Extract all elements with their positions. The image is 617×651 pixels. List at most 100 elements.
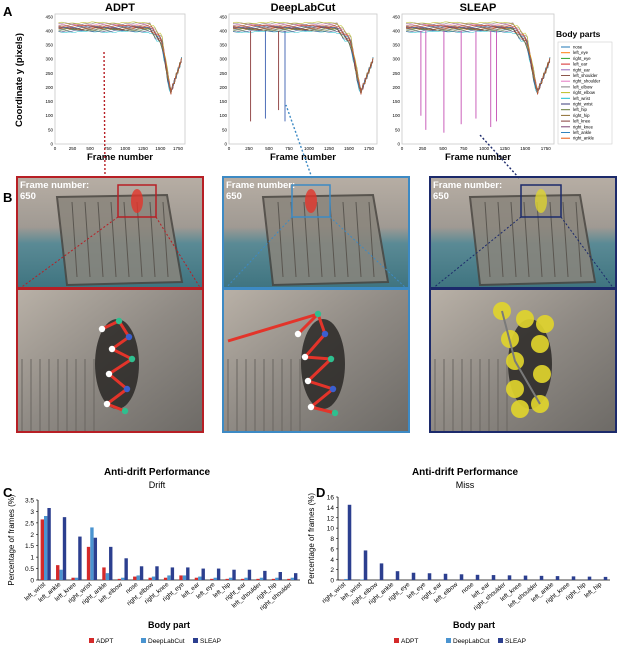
bar-deeplabcut-right_wrist bbox=[344, 578, 348, 580]
bar-sleap-nose bbox=[475, 574, 480, 580]
trace-left_knee bbox=[232, 27, 374, 90]
y-tick-label: 8 bbox=[330, 536, 334, 543]
legend-item-right_ankle: right_ankle bbox=[573, 136, 595, 141]
frame-number-label: Frame number: bbox=[433, 180, 502, 191]
y-tick-label: 0.5 bbox=[25, 566, 34, 573]
y-tick-label: 0 bbox=[50, 142, 53, 147]
y-tick-label: 1 bbox=[30, 555, 34, 562]
bar-adpt-right_elbow bbox=[148, 577, 152, 580]
legend-item-left_hip: left_hip bbox=[573, 107, 587, 112]
region-box bbox=[520, 184, 562, 218]
legend-item-nose: nose bbox=[573, 45, 583, 50]
bar-deeplabcut-right_ankle bbox=[105, 573, 110, 580]
y-tick-label: 14 bbox=[327, 505, 335, 512]
x-tick-label: 1250 bbox=[500, 146, 511, 151]
cage-bar bbox=[523, 201, 530, 278]
bar-sleap-right_elbow bbox=[155, 566, 159, 580]
detected-animal bbox=[535, 189, 547, 213]
cage-bar bbox=[316, 201, 323, 278]
bar-adpt-right_knee bbox=[163, 577, 168, 580]
cage-bar bbox=[549, 201, 556, 278]
x-tick-label: 250 bbox=[419, 146, 427, 151]
pose-drift-line bbox=[227, 312, 319, 343]
region-box bbox=[117, 184, 157, 218]
bar-sleap-left_wrist bbox=[363, 550, 368, 580]
zoom-image-2 bbox=[222, 288, 410, 433]
legend-item-right_elbow: right_elbow bbox=[573, 90, 596, 95]
y-tick-label: 250 bbox=[219, 71, 227, 76]
x-tick-label: 1500 bbox=[520, 146, 531, 151]
frame-number-value: 650 bbox=[433, 191, 449, 202]
y-tick-label: 50 bbox=[395, 127, 401, 132]
trace-right_elbow bbox=[232, 21, 374, 92]
zoom-border bbox=[222, 288, 410, 433]
keypoint bbox=[115, 317, 123, 325]
detected-animal bbox=[305, 189, 317, 213]
trace-right_ankle bbox=[232, 24, 374, 95]
y-tick-label: 50 bbox=[222, 127, 228, 132]
panel-letter-a: A bbox=[3, 4, 13, 19]
bar-sleap-left_eye bbox=[216, 568, 221, 580]
x-tick-label: 1250 bbox=[138, 146, 149, 151]
bar-sleap-right_eye bbox=[411, 572, 416, 580]
bar-sleap-left_knee bbox=[523, 575, 528, 580]
bar-sleap-right_knee bbox=[571, 576, 576, 580]
x-tick-label: 750 bbox=[104, 146, 112, 151]
trajectory-title: ADPT bbox=[105, 2, 135, 14]
x-tick-label: 1000 bbox=[304, 146, 315, 151]
trajectory-plot-1: ADPT 0 250 500 750 1000 1250 1500 1750 0 50 100 150 2… bbox=[45, 2, 186, 163]
trace-left_hip bbox=[58, 28, 182, 93]
x-axis-label: Body part bbox=[453, 620, 495, 630]
keypoint bbox=[103, 400, 111, 408]
bar-deeplabcut-nose bbox=[136, 575, 140, 580]
y-tick-label: 350 bbox=[392, 43, 400, 48]
trajectory-title: DeepLabCut bbox=[271, 2, 336, 14]
keypoint bbox=[516, 310, 534, 328]
bar-deeplabcut-left_wrist bbox=[44, 516, 48, 580]
bar-sleap-right_shoulder bbox=[507, 575, 512, 580]
y-tick-label: 0 bbox=[224, 142, 227, 147]
keypoint bbox=[511, 400, 529, 418]
bar-sleap-left_hip bbox=[603, 576, 608, 580]
y-tick-label: 2.5 bbox=[25, 520, 34, 527]
zoom-image-1 bbox=[16, 288, 204, 433]
chart-title: Anti-drift Performance bbox=[104, 467, 211, 478]
x-tick-label: 0 bbox=[401, 146, 404, 151]
bar-adpt-left_ear bbox=[194, 577, 199, 580]
frame-number-value: 650 bbox=[226, 191, 242, 202]
y-tick-label: 250 bbox=[392, 71, 400, 76]
trace-right_ankle bbox=[58, 24, 182, 95]
bar-sleap-right_hip bbox=[587, 576, 592, 580]
bar-adpt-left_shoulder bbox=[256, 578, 260, 580]
y-tick-label: 450 bbox=[392, 14, 400, 19]
bar-adpt-left_eye bbox=[210, 578, 214, 580]
keypoint bbox=[321, 330, 329, 338]
y-tick-label: 400 bbox=[219, 28, 227, 33]
bar-deeplabcut-right_shoulder bbox=[290, 577, 294, 580]
frame-image-3: Frame number:650 bbox=[429, 176, 617, 289]
bar-sleap-right_eye bbox=[186, 567, 190, 580]
trace-left_elbow bbox=[406, 22, 551, 90]
x-axis-label: Frame number bbox=[270, 152, 336, 163]
y-tick-label: 200 bbox=[45, 85, 53, 90]
cage-bar bbox=[97, 201, 104, 278]
cage-bar bbox=[575, 201, 582, 278]
cage-bar bbox=[342, 201, 349, 278]
x-tick-label: 500 bbox=[439, 146, 447, 151]
cage-bar bbox=[110, 201, 117, 278]
y-tick-label: 100 bbox=[392, 113, 400, 118]
plot-frame bbox=[401, 13, 555, 145]
bar-deeplabcut-left_hip bbox=[228, 577, 233, 580]
x-tick-label: 750 bbox=[285, 146, 293, 151]
legend-title: Body parts bbox=[556, 29, 601, 39]
y-tick-label: 1.5 bbox=[25, 543, 34, 550]
x-tick-label: 1750 bbox=[173, 146, 184, 151]
drift-bar-chart: Anti-drift Performance Drift 0 0.5 1 1.5 2 2.5 3… bbox=[7, 467, 300, 645]
bar-sleap-right_ear bbox=[247, 569, 252, 580]
keypoint bbox=[304, 377, 312, 385]
legend-swatch-deeplabcut bbox=[446, 638, 451, 643]
trace-left_hip bbox=[406, 28, 551, 93]
legend-swatch-adpt bbox=[89, 638, 94, 643]
